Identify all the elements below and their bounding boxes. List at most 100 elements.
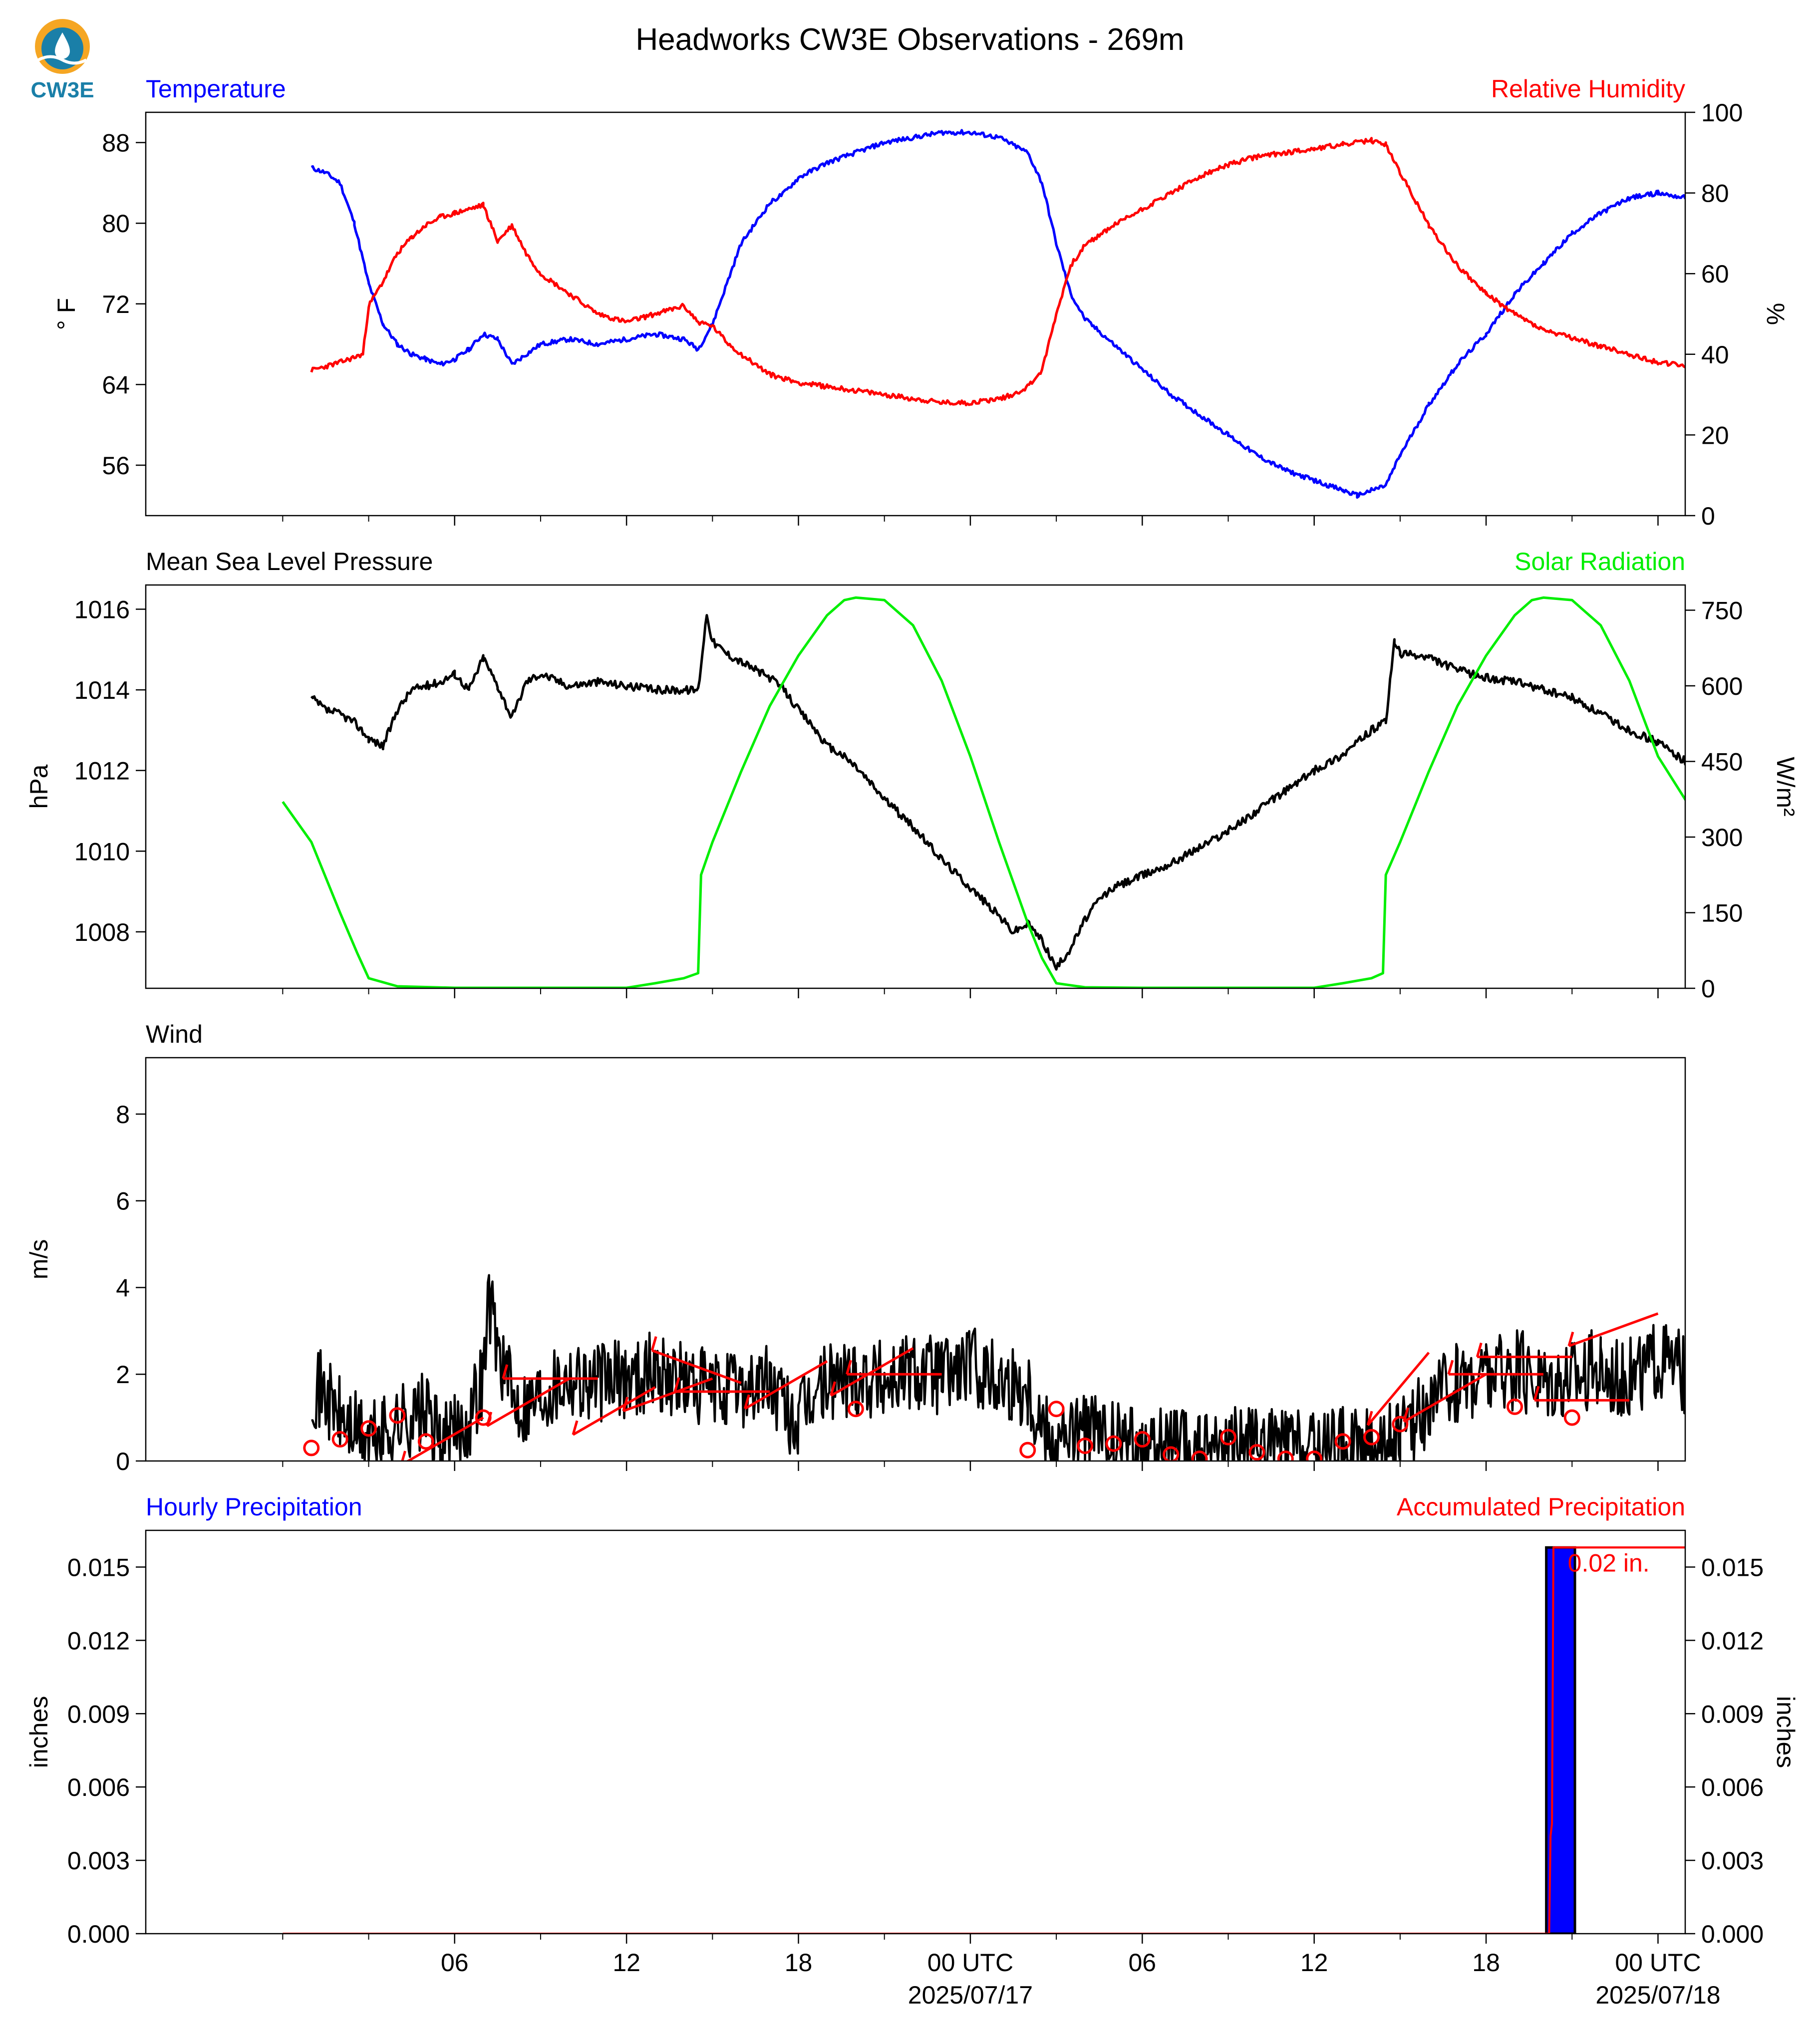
logo-drop	[55, 32, 70, 59]
wind-barb-flag	[1476, 1342, 1483, 1358]
y-tick-label: 6	[116, 1187, 130, 1215]
wind-barb-calm	[1392, 1416, 1409, 1433]
series-mean-sea-level-pressure	[310, 614, 1685, 971]
wind-barb-calm	[1048, 1401, 1065, 1418]
logo-text: CW3E	[30, 78, 94, 102]
y-tick-label: 0.009	[67, 1700, 130, 1728]
y-tick-label: 1014	[74, 676, 130, 704]
y-right-tick-label: 450	[1701, 748, 1743, 776]
y-right-tick-label: 0	[1701, 502, 1715, 530]
panel-left-title: Hourly Precipitation	[146, 1493, 362, 1521]
wind-barb-flag	[401, 1450, 407, 1461]
series-accumulated-precipitation	[283, 1546, 1685, 1934]
plot-area	[310, 129, 1685, 499]
wind-barb-calm	[389, 1407, 406, 1424]
wind-barb-calm	[1506, 1398, 1523, 1415]
x-tick-label: 12	[1300, 1949, 1328, 1977]
y-axis-label: ° F	[52, 298, 80, 330]
plot-frame	[145, 111, 1686, 517]
wind-barb-flag	[1567, 1331, 1574, 1347]
wind-barb-calm	[417, 1433, 434, 1450]
panel-wind: 0 2 4 6 8 Wind m/s	[25, 1020, 1686, 1475]
wind-barb-staff	[1403, 1373, 1487, 1423]
series-wind	[311, 1274, 1685, 1461]
plot-area	[282, 596, 1685, 988]
y-right-axis-label: inches	[1772, 1696, 1800, 1768]
panel-right-title: Relative Humidity	[1491, 75, 1685, 103]
x-tick-label: 00 UTC	[1615, 1949, 1701, 1977]
wind-barb-calm	[1105, 1435, 1122, 1452]
y-tick-label: 56	[102, 452, 130, 480]
y-tick-label: 4	[116, 1274, 130, 1302]
y-axis-label: hPa	[25, 764, 53, 809]
y-right-tick-label: 300	[1701, 824, 1743, 852]
y-tick-label: 1016	[74, 595, 130, 623]
accum-annotation: 0.02 in.	[1568, 1549, 1650, 1577]
x-tick-label: 18	[1472, 1949, 1500, 1977]
y-tick-label: 2	[116, 1361, 130, 1389]
y-right-tick-label: 0.003	[1701, 1847, 1764, 1875]
y-right-tick-label: 20	[1701, 421, 1729, 449]
y-tick-label: 1008	[74, 918, 130, 946]
y-right-tick-label: 60	[1701, 260, 1729, 288]
panel-left-title: Temperature	[146, 75, 286, 103]
wind-barb-staff	[1568, 1312, 1659, 1347]
y-tick-label: 0.000	[67, 1920, 130, 1948]
y-right-axis-label: W/m²	[1772, 757, 1800, 816]
y-right-tick-label: 80	[1701, 180, 1729, 208]
y-right-tick-label: 0.009	[1701, 1700, 1764, 1728]
x-date-label: 2025/07/17	[908, 1981, 1033, 2009]
y-axis-label: m/s	[25, 1239, 53, 1280]
wind-barb-staff	[622, 1377, 713, 1413]
wind-barb-staff	[486, 1377, 570, 1428]
y-right-tick-label: 750	[1701, 597, 1743, 625]
wind-barb-flag	[673, 1377, 680, 1392]
y-right-tick-label: 0.006	[1701, 1773, 1764, 1801]
panel-right-title: Accumulated Precipitation	[1397, 1493, 1685, 1521]
wind-barb-flag	[486, 1412, 493, 1427]
y-tick-label: 88	[102, 129, 130, 157]
y-tick-label: 0.003	[67, 1847, 130, 1875]
x-date-label: 2025/07/18	[1595, 1981, 1720, 2009]
y-right-tick-label: 600	[1701, 672, 1743, 700]
panel-precipitation: 0.02 in. 0.000 0.003 0.006 0.009 0.012 0.015 0.…	[25, 1493, 1800, 1948]
wind-barb-calm	[331, 1431, 348, 1448]
wind-barb-flag	[846, 1360, 852, 1375]
cw3e-logo: CW3E	[27, 17, 97, 105]
y-right-axis-label: %	[1762, 303, 1790, 325]
wind-barb-flag	[1533, 1386, 1540, 1401]
plot-frame	[145, 584, 1686, 989]
wind-barb-staff	[744, 1360, 828, 1410]
x-tick-label: 06	[1128, 1949, 1156, 1977]
wind-barb-calm	[1363, 1429, 1380, 1446]
y-tick-label: 0.006	[67, 1773, 130, 1801]
panel-pressure-solar: 1008 1010 1012 1014 1016 0 150 300 450 600 750 Mean…	[25, 548, 1800, 1003]
panel-temperature-humidity: 56 64 72 80 88 0 20 40 60 80 100 Temperature Relativ…	[52, 75, 1790, 530]
wind-barb-flag	[1366, 1411, 1373, 1426]
wind-barb-staff	[830, 1347, 914, 1397]
y-right-tick-label: 0.000	[1701, 1920, 1764, 1948]
wind-barb-calm	[847, 1401, 864, 1418]
plot-frame	[145, 1529, 1686, 1935]
wind-barb-staff	[572, 1386, 656, 1436]
wind-barb-calm	[1306, 1450, 1323, 1461]
chart-title: Headworks CW3E Observations - 269m	[635, 22, 1184, 57]
y-right-tick-label: 0	[1701, 975, 1715, 1003]
wind-barb-calm	[1163, 1446, 1180, 1461]
y-tick-label: 0.015	[67, 1553, 130, 1581]
wind-barb-calm	[303, 1440, 320, 1456]
wind-barb-calm	[1019, 1442, 1036, 1458]
plot-area	[283, 1546, 1685, 1934]
wind-barb-flag	[650, 1336, 657, 1351]
series-relative-humidity	[310, 137, 1685, 406]
y-axis-label: inches	[25, 1696, 53, 1768]
x-tick-label: 00 UTC	[927, 1949, 1013, 1977]
wind-barb-flag	[622, 1397, 629, 1412]
panel-right-title: Solar Radiation	[1515, 548, 1685, 576]
y-tick-label: 80	[102, 210, 130, 238]
wind-barb-calm	[360, 1420, 377, 1437]
wind-barb-calm	[1277, 1450, 1294, 1461]
wind-barb-calm	[1248, 1444, 1265, 1461]
